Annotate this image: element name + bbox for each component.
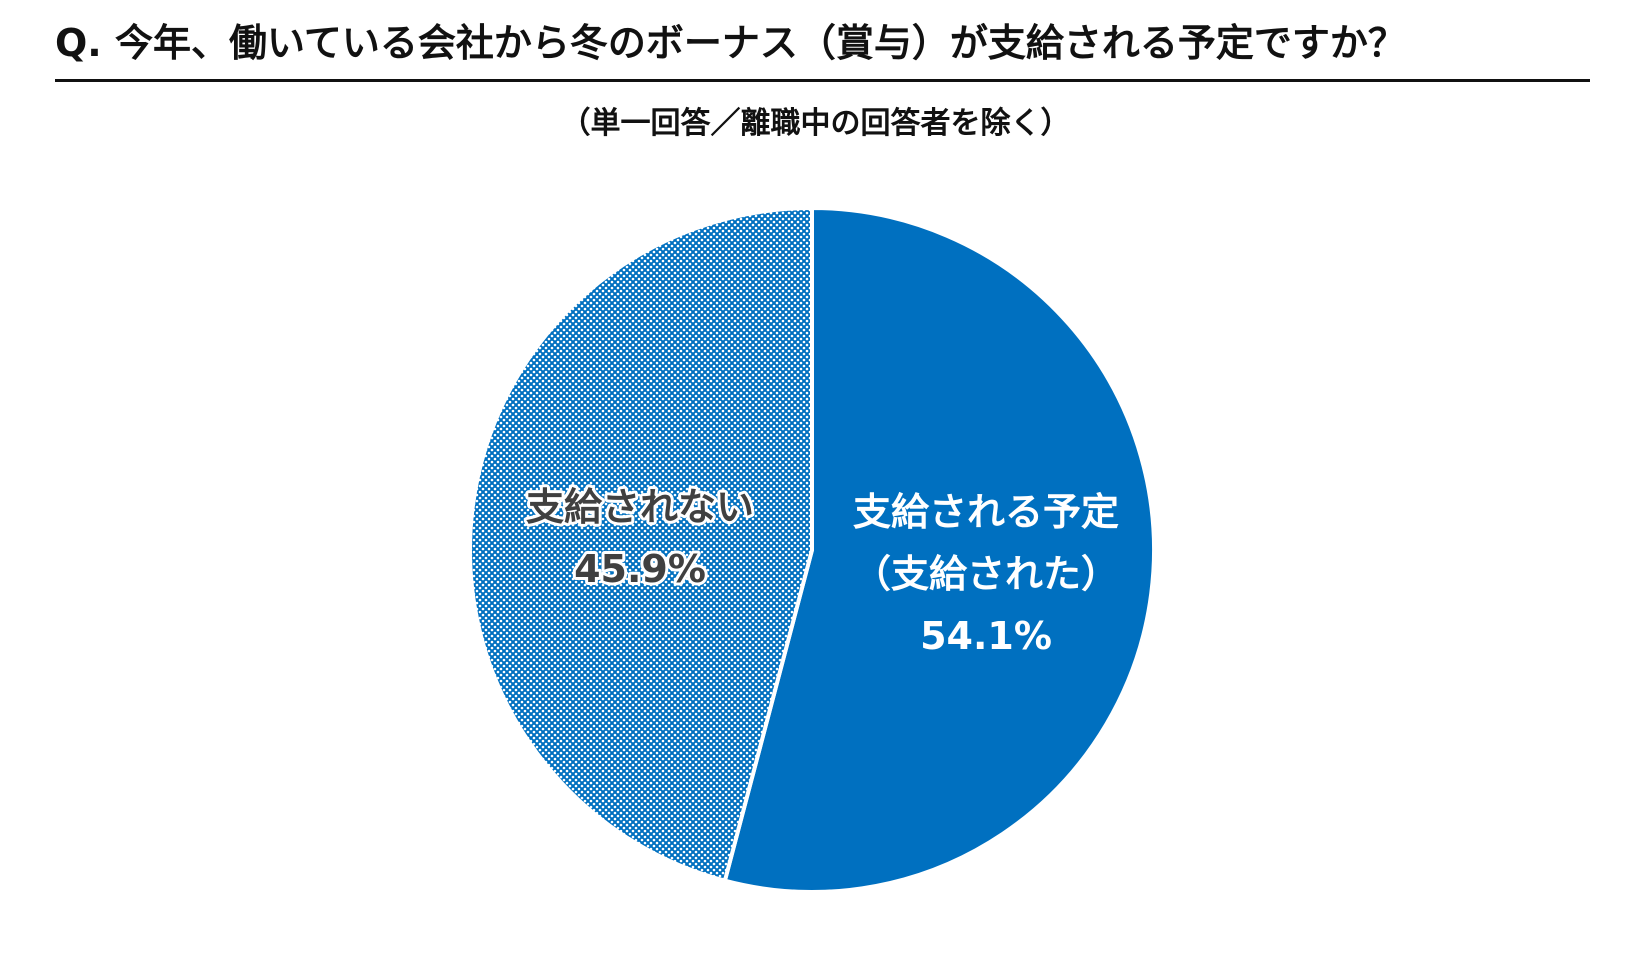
chart-title: Q. 今年、働いている会社から冬のボーナス（賞与）が支給される予定ですか？	[55, 21, 1406, 65]
slice-0-label-line-1: （支給された）	[853, 552, 1119, 596]
pie-labels: 支給される予定 （支給された） 54.1% 支給されない 45.9%	[523, 482, 1119, 658]
slice-0-label-line-0: 支給される予定	[853, 490, 1119, 534]
slice-1-label-line-0: 支給されない	[526, 485, 754, 529]
slice-0-value-label: 54.1%	[920, 614, 1052, 658]
chart-subtitle: （単一回答／離職中の回答者を除く）	[560, 106, 1071, 141]
slice-1-value-label: 45.9%	[574, 547, 706, 591]
title-underline	[55, 79, 1590, 82]
pie-slice-0	[722, 206, 1157, 894]
pie-slices	[468, 206, 1157, 894]
pie-slice-1	[468, 206, 814, 883]
